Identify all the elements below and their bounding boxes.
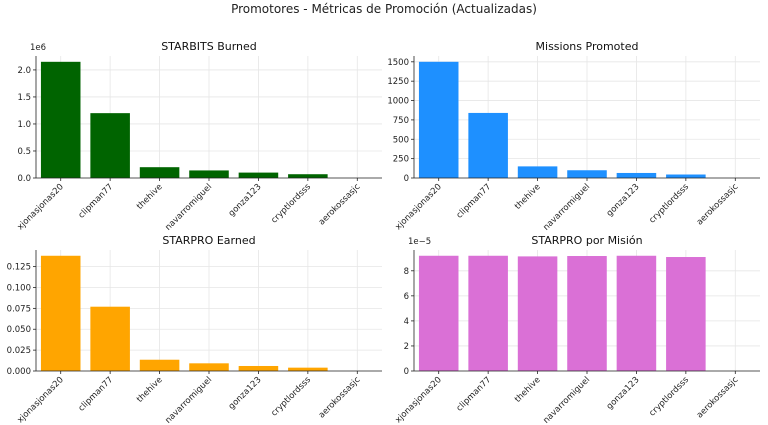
bar-clipman77: [468, 112, 508, 178]
bar-navarromiguel: [189, 170, 229, 178]
bar-cryptlordsss: [288, 174, 328, 178]
x-tick-label: thehive: [513, 375, 543, 405]
subplot-1: 0.0 0.5 1.0 1.5 2.0 xjonasjonas20 clipman77 the…: [16, 40, 382, 233]
x-tick-label: thehive: [135, 182, 165, 212]
y-tick-label: 6: [404, 292, 409, 302]
x-tick-label: navarromiguel: [541, 375, 592, 425]
bar-navarromiguel: [189, 363, 229, 371]
x-tick-label: xjonasjonas20: [394, 375, 444, 425]
y-tick-label: 0: [404, 174, 409, 184]
bar-navarromiguel: [567, 256, 607, 371]
x-tick-label: navarromiguel: [163, 375, 214, 425]
y-tick-label: 0.050: [7, 325, 31, 335]
y-tick-label: 0.075: [7, 304, 31, 314]
y-tick-label: 0.000: [7, 367, 31, 377]
y-tick-label: 1250: [387, 77, 409, 87]
bar-thehive: [517, 166, 558, 178]
bar-xjonasjonas20: [40, 61, 81, 178]
x-tick-label: aerokossasjc: [695, 182, 741, 228]
x-tick-label: gonza123: [605, 182, 642, 219]
y-tick-label: 0.5: [17, 147, 31, 157]
x-tick-label: navarromiguel: [541, 182, 592, 233]
subplot-title: STARBITS Burned: [161, 40, 257, 53]
x-tick-label: cryptlordsss: [647, 182, 691, 226]
x-tick-label: gonza123: [227, 182, 264, 219]
y-tick-label: 1500: [387, 58, 409, 68]
bar-xjonasjonas20: [40, 255, 81, 371]
x-tick-label: xjonasjonas20: [16, 182, 66, 232]
x-tick-label: clipman77: [455, 182, 494, 221]
y-tick-label: 0: [404, 367, 409, 377]
x-tick-label: navarromiguel: [163, 182, 214, 233]
x-tick-label: clipman77: [77, 375, 116, 414]
bar-cryptlordsss: [666, 174, 706, 178]
x-tick-label: clipman77: [77, 182, 116, 221]
bar-cryptlordsss: [666, 257, 706, 371]
bar-xjonasjonas20: [418, 255, 459, 371]
bar-thehive: [139, 167, 180, 178]
subplot-title: STARPRO Earned: [162, 234, 255, 247]
subplot-3: 0.000 0.025 0.050 0.075 0.100 0.125 xjonasjona…: [7, 234, 382, 425]
x-tick-label: cryptlordsss: [269, 182, 313, 226]
y-tick-label: 0.0: [17, 174, 31, 184]
bar-gonza123: [238, 365, 279, 371]
subplot-title: STARPRO por Misión: [531, 234, 642, 247]
bar-xjonasjonas20: [418, 61, 459, 178]
x-tick-label: aerokossasjc: [317, 182, 363, 228]
subplot-2: 0 250 500 750 1000 1250 1500 xjonasjonas20 clipm…: [387, 40, 760, 233]
x-tick-label: xjonasjonas20: [16, 375, 66, 425]
y-tick-label: 0.125: [7, 263, 31, 273]
y-tick-label: 750: [393, 116, 409, 126]
bar-gonza123: [616, 172, 657, 178]
x-tick-label: xjonasjonas20: [394, 182, 444, 232]
bar-gonza123: [238, 172, 279, 178]
bar-cryptlordsss: [288, 367, 328, 371]
y-tick-label: 0.100: [7, 283, 31, 293]
x-tick-label: gonza123: [227, 375, 264, 412]
y-tick-label: 2: [404, 342, 409, 352]
bar-clipman77: [468, 255, 508, 371]
y-tick-label: 1.0: [17, 120, 31, 130]
x-tick-label: thehive: [135, 375, 165, 405]
subplot-title: Missions Promoted: [536, 40, 639, 53]
bar-navarromiguel: [567, 170, 607, 178]
x-tick-label: aerokossasjc: [317, 375, 363, 421]
bar-thehive: [139, 359, 180, 371]
x-tick-label: aerokossasjc: [695, 375, 741, 421]
y-tick-label: 1000: [387, 97, 409, 107]
y-tick-label: 0.025: [7, 346, 31, 356]
x-tick-label: cryptlordsss: [269, 375, 313, 419]
x-tick-label: clipman77: [455, 375, 494, 414]
axis-offset-label: 1e6: [30, 43, 46, 53]
x-tick-label: gonza123: [605, 375, 642, 412]
figure-title: Promotores - Métricas de Promoción (Actu…: [231, 2, 537, 16]
y-tick-label: 2.0: [17, 66, 31, 76]
y-tick-label: 8: [404, 267, 409, 277]
y-tick-label: 4: [404, 317, 409, 327]
y-tick-label: 500: [393, 135, 409, 145]
axis-offset-label: 1e−5: [408, 237, 431, 247]
x-tick-label: cryptlordsss: [647, 375, 691, 419]
x-tick-label: thehive: [513, 182, 543, 212]
bar-clipman77: [90, 113, 130, 178]
y-tick-label: 1.5: [17, 93, 31, 103]
subplot-4: 0 2 4 6 8 xjonasjonas20 clipman77 thehivenavarr…: [394, 234, 760, 425]
bar-thehive: [517, 256, 558, 371]
bar-gonza123: [616, 255, 657, 371]
bar-clipman77: [90, 306, 130, 371]
y-tick-label: 250: [393, 155, 409, 165]
